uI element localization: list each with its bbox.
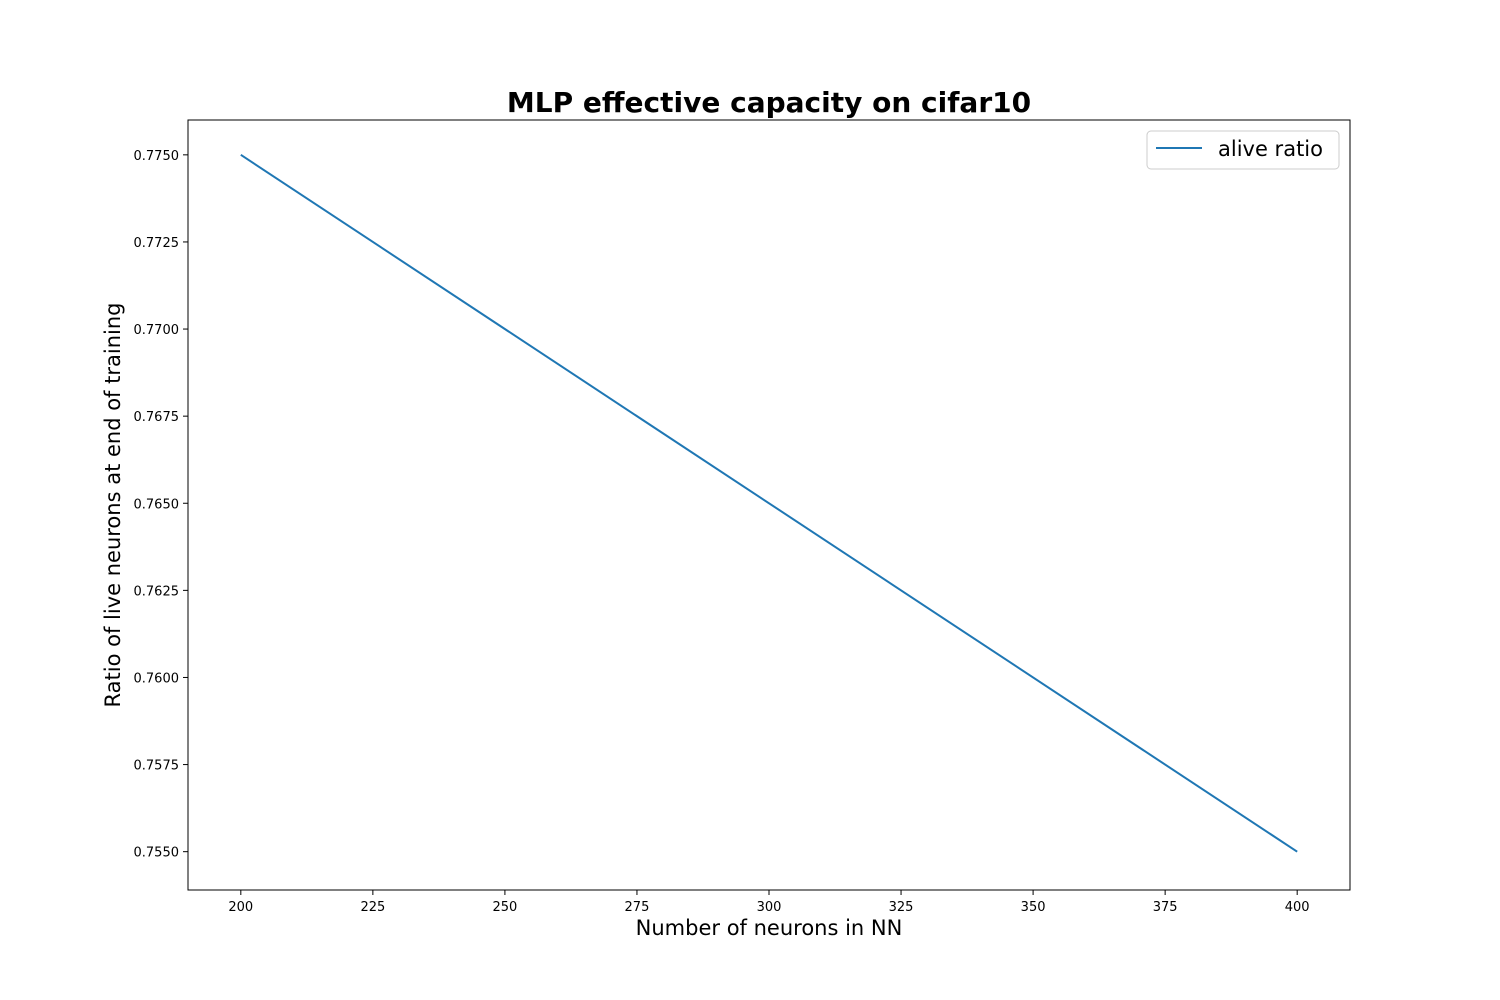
x-axis-label: Number of neurons in NN: [636, 916, 903, 940]
series-layer: [240, 154, 1298, 853]
chart-title: MLP effective capacity on cifar10: [507, 86, 1031, 119]
plot-area-frame: [187, 119, 1351, 891]
y-tick-label: 0.7675: [134, 410, 180, 425]
x-tick-label: 200: [228, 900, 253, 915]
y-tick-label: 0.7700: [134, 323, 180, 338]
legend: alive ratio: [1146, 130, 1340, 170]
x-tick-label: 325: [889, 900, 914, 915]
y-axis-ticks: 0.7550 0.7575 0.7600 0.7625 0.7650 0.7675 0.77…: [134, 149, 188, 861]
legend-frame: [1146, 130, 1340, 170]
y-tick-label: 0.7550: [134, 846, 180, 861]
x-tick-label: 250: [492, 900, 517, 915]
series-line-alive-ratio: [240, 154, 1298, 853]
x-tick-label: 300: [757, 900, 782, 915]
y-tick-label: 0.7625: [134, 584, 180, 599]
y-tick-label: 0.7575: [134, 759, 180, 774]
x-tick-label: 375: [1153, 900, 1178, 915]
y-axis-label: Ratio of live neurons at end of training: [101, 303, 125, 708]
x-tick-label: 275: [625, 900, 650, 915]
y-tick-label: 0.7600: [134, 671, 180, 686]
x-axis-ticks: 200 225 250 275 300 325 350 375 400: [228, 890, 1310, 915]
y-tick-label: 0.7725: [134, 236, 180, 251]
x-tick-label: 225: [360, 900, 385, 915]
x-tick-label: 350: [1021, 900, 1046, 915]
y-tick-label: 0.7650: [134, 497, 180, 512]
y-tick-label: 0.7750: [134, 149, 180, 164]
x-tick-label: 400: [1285, 900, 1310, 915]
legend-label: alive ratio: [1218, 137, 1323, 161]
